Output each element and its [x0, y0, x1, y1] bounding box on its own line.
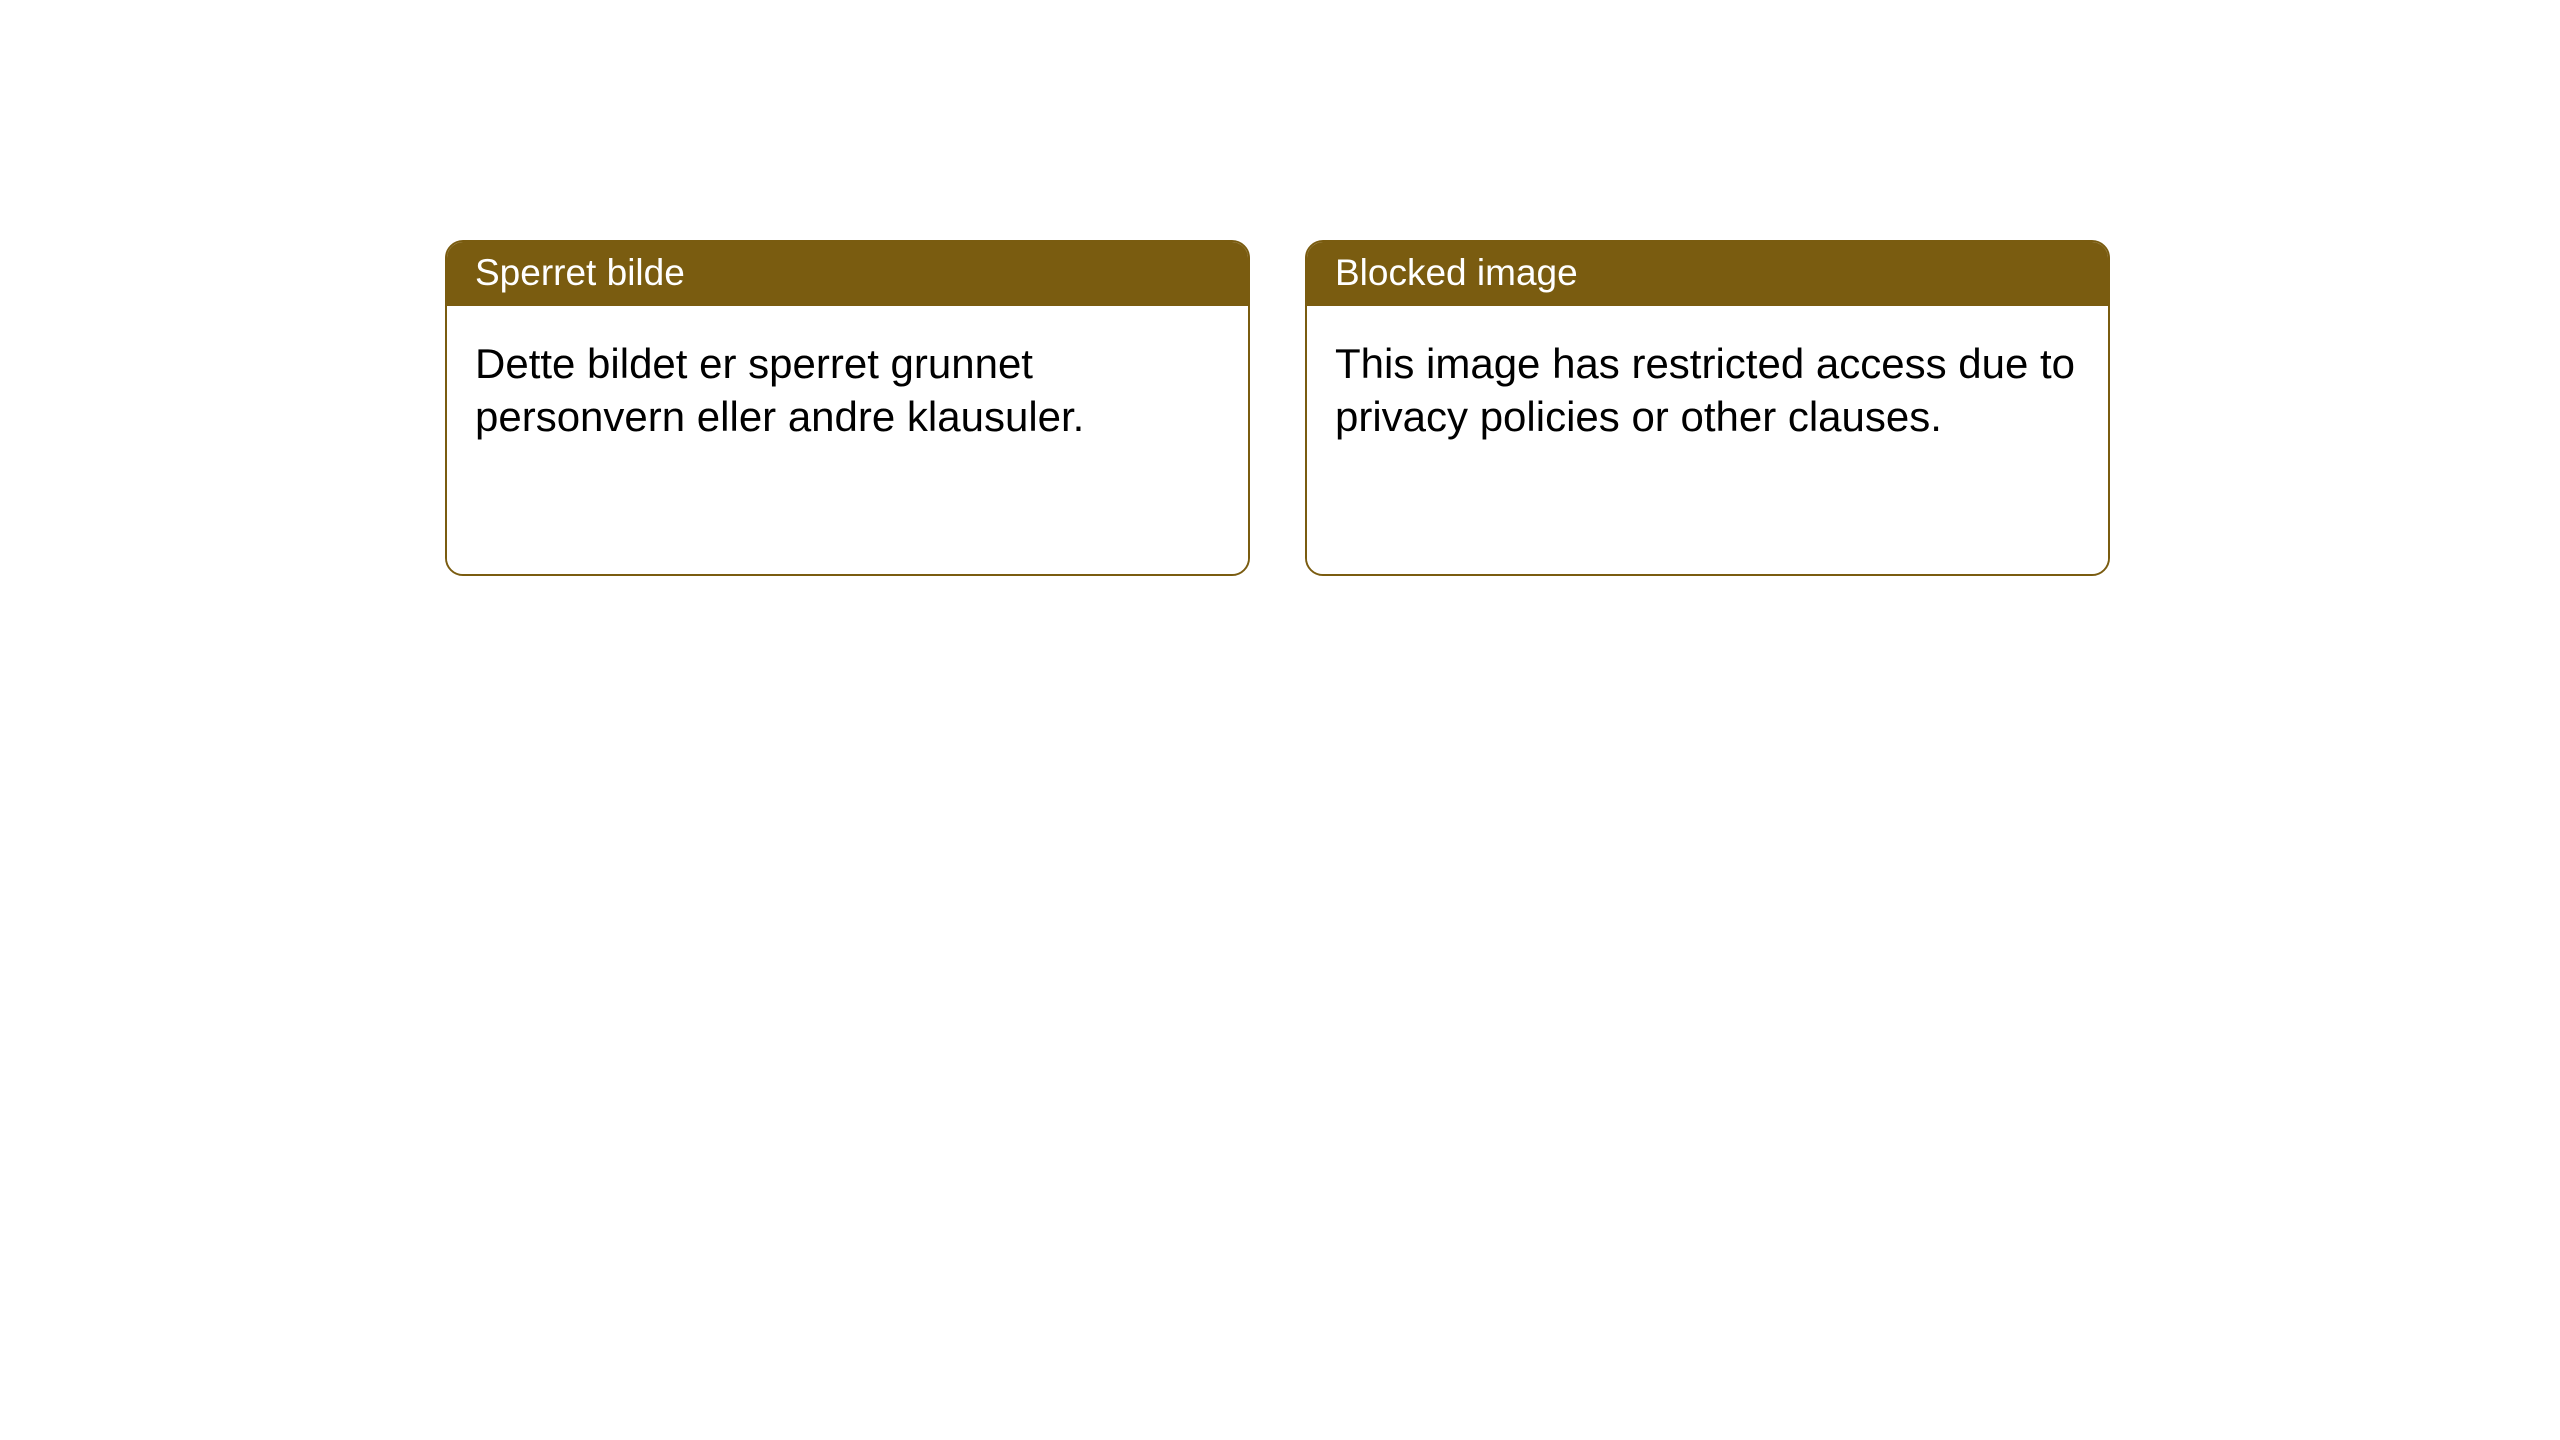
notice-container: Sperret bilde Dette bildet er sperret gr…	[445, 240, 2110, 576]
notice-card-english: Blocked image This image has restricted …	[1305, 240, 2110, 576]
card-body: This image has restricted access due to …	[1307, 306, 2108, 574]
card-title: Sperret bilde	[475, 252, 685, 293]
card-title: Blocked image	[1335, 252, 1578, 293]
card-header: Blocked image	[1307, 242, 2108, 306]
card-body-text: This image has restricted access due to …	[1335, 340, 2075, 440]
notice-card-norwegian: Sperret bilde Dette bildet er sperret gr…	[445, 240, 1250, 576]
card-body: Dette bildet er sperret grunnet personve…	[447, 306, 1248, 574]
card-body-text: Dette bildet er sperret grunnet personve…	[475, 340, 1084, 440]
card-header: Sperret bilde	[447, 242, 1248, 306]
